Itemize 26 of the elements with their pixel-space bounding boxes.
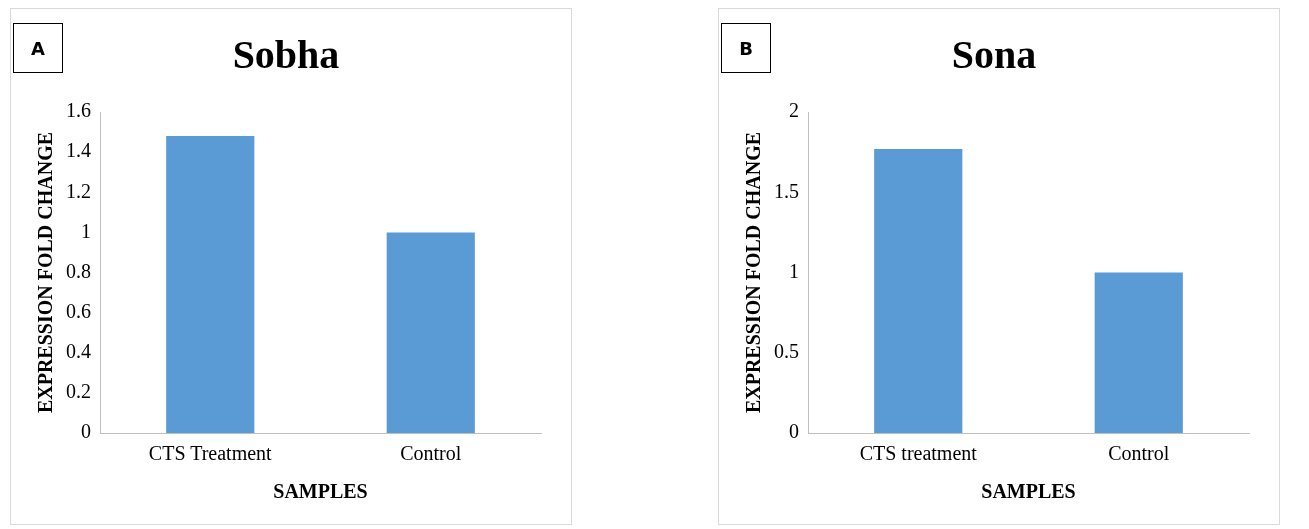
x-axis-title: SAMPLES xyxy=(981,480,1076,503)
x-tick-label: Control xyxy=(400,442,462,465)
x-tick-label: CTS Treatment xyxy=(148,442,273,465)
y-axis-title: EXPRESSION FOLD CHANGE xyxy=(742,131,765,414)
y-tick-label: 2 xyxy=(789,99,799,122)
y-tick-label: 0 xyxy=(81,420,91,443)
y-tick-label: 0.8 xyxy=(66,259,91,282)
y-tick-label: 0.2 xyxy=(66,380,91,403)
y-tick-label: 0 xyxy=(789,420,799,443)
y-tick-label: 1 xyxy=(81,219,91,242)
y-tick-label: 0.5 xyxy=(774,340,799,362)
y-tick-label: 1.5 xyxy=(774,179,799,202)
y-tick-label: 1 xyxy=(789,259,799,282)
y-tick-label: 1.2 xyxy=(66,179,91,202)
y-tick-label: 0.6 xyxy=(66,299,91,322)
y-tick-label: 1.4 xyxy=(66,139,91,162)
y-axis-title: EXPRESSION FOLD CHANGE xyxy=(34,131,57,414)
y-tick-label: 1.6 xyxy=(66,99,91,122)
text: A xyxy=(13,23,63,73)
x-axis-title: SAMPLES xyxy=(273,480,368,503)
y-tick-label: 0.4 xyxy=(66,340,91,362)
chart-title: Sobha xyxy=(232,32,340,78)
x-tick-label: CTS treatment xyxy=(859,442,978,465)
x-tick-label: Control xyxy=(1108,442,1170,465)
chart-title: Sona xyxy=(951,32,1037,78)
text: B xyxy=(721,23,771,73)
